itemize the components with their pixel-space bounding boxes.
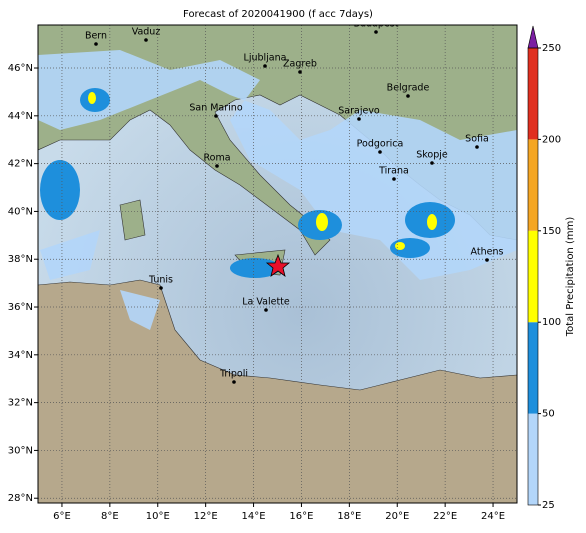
- y-tick-label: 28°N: [8, 493, 33, 504]
- city-label: Tunis: [148, 275, 173, 286]
- city-dot: [378, 150, 382, 154]
- x-tick-label: 22°E: [433, 511, 457, 522]
- city-label: Ljubljana: [244, 53, 287, 64]
- y-tick-label: 34°N: [8, 350, 33, 361]
- city-dot: [357, 117, 361, 121]
- x-tick-label: 24°E: [481, 511, 505, 522]
- colorbar-tick-label: 25: [542, 500, 555, 511]
- y-tick-label: 44°N: [8, 111, 33, 122]
- city-label: San Marino: [189, 103, 242, 114]
- colorbar-frame: [527, 47, 539, 506]
- city-label: Sarajevo: [338, 106, 380, 117]
- title: Forecast of 2020041900 (f acc 7days): [183, 9, 373, 20]
- event-star: [265, 253, 291, 277]
- y-tick-label: 32°N: [8, 398, 33, 409]
- city-dot: [298, 70, 302, 74]
- colorbar-extend: [527, 25, 539, 49]
- city-dot: [374, 30, 378, 34]
- colorbar-tick-label: 100: [542, 317, 561, 328]
- city-dot: [94, 42, 98, 46]
- city-dot: [144, 38, 148, 42]
- x-tick-label: 16°E: [289, 511, 313, 522]
- y-tick-label: 42°N: [8, 159, 33, 170]
- city-label: Zagreb: [283, 59, 317, 70]
- x-tick-label: 6°E: [53, 511, 71, 522]
- city-dot: [159, 286, 163, 290]
- y-tick-label: 36°N: [8, 302, 33, 313]
- city-dot: [232, 380, 236, 384]
- city-dot: [430, 161, 434, 165]
- city-label: Podgorica: [357, 139, 404, 150]
- city-label: Roma: [203, 153, 230, 164]
- city-dot: [392, 177, 396, 181]
- africa-land: [38, 279, 517, 503]
- precip-light: [38, 50, 517, 330]
- city-dot: [214, 114, 218, 118]
- y-tick-label: 30°N: [8, 445, 33, 456]
- colorbar-tick-label: 200: [542, 134, 561, 145]
- y-tick-label: 40°N: [8, 206, 33, 217]
- y-tick-label: 46°N: [8, 63, 33, 74]
- y-tick-label: 38°N: [8, 254, 33, 265]
- city-label: Vaduz: [132, 27, 161, 38]
- colorbar-segment: [528, 413, 538, 505]
- x-tick-label: 10°E: [146, 511, 170, 522]
- colorbar-segment: [528, 139, 538, 231]
- city-dot: [263, 64, 267, 68]
- city-label: Bern: [85, 31, 107, 42]
- city-label: Sofia: [465, 134, 489, 145]
- colorbar-segment: [528, 322, 538, 414]
- x-tick-label: 12°E: [194, 511, 218, 522]
- city-label: Tirana: [378, 166, 409, 177]
- colorbar-label: Total Precipitation (mm): [565, 217, 576, 338]
- colorbar-segment: [528, 230, 538, 323]
- city-dot: [475, 145, 479, 149]
- city-label: Tripoli: [219, 369, 248, 380]
- city-dot: [406, 94, 410, 98]
- city-label: Athens: [471, 247, 504, 258]
- city-dot: [485, 258, 489, 262]
- city-label: Skopje: [416, 150, 448, 161]
- x-tick-label: 8°E: [101, 511, 119, 522]
- x-tick-label: 18°E: [337, 511, 361, 522]
- city-label: Budapest: [354, 19, 399, 30]
- city-label: La Valette: [242, 297, 290, 308]
- colorbar-tick-label: 50: [542, 409, 555, 420]
- city-dot: [264, 308, 268, 312]
- colorbar-segment: [528, 48, 538, 140]
- colorbar-tick-label: 150: [542, 226, 561, 237]
- x-tick-label: 20°E: [385, 511, 409, 522]
- colorbar-tick-label: 250: [542, 43, 561, 54]
- map-frame: [37, 24, 518, 504]
- city-label: Belgrade: [387, 83, 430, 94]
- city-dot: [215, 164, 219, 168]
- x-tick-label: 14°E: [242, 511, 266, 522]
